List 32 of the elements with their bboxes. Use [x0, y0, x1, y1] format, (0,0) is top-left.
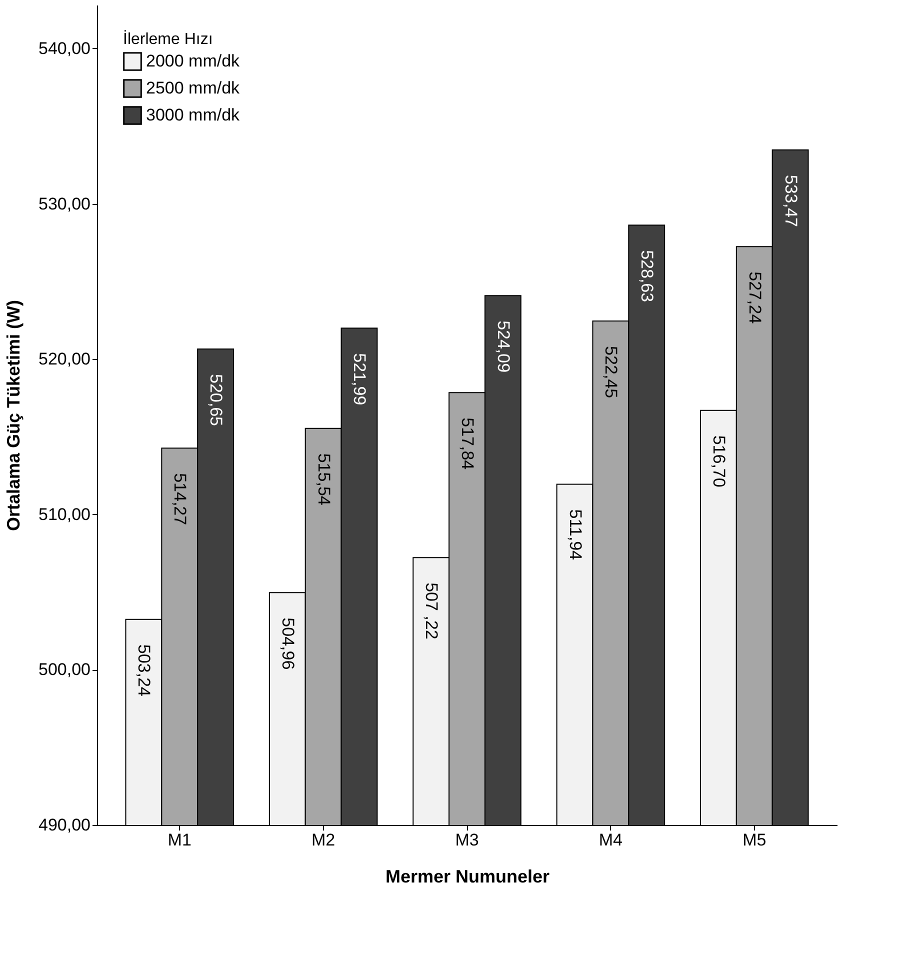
x-tick-label: M2	[312, 830, 336, 850]
data-label: 521,99	[350, 353, 370, 406]
x-tick-label: M1	[168, 830, 192, 850]
data-label: 517,84	[458, 418, 477, 470]
y-tick-label: 510,00	[38, 504, 90, 524]
data-label: 527,24	[745, 272, 764, 324]
data-label: 503,24	[134, 644, 154, 696]
y-tick-label: 500,00	[38, 660, 90, 680]
data-label: 520,65	[206, 374, 226, 426]
data-label: 528,63	[638, 250, 657, 302]
data-label: 524,09	[494, 320, 513, 373]
data-label: 507 ,22	[422, 582, 442, 640]
data-label: 511,94	[566, 509, 585, 560]
x-axis-title: Mermer Numuneler	[385, 866, 550, 886]
data-label: 515,54	[314, 453, 334, 506]
data-label: 514,27	[170, 473, 190, 526]
y-tick-label: 520,00	[38, 350, 90, 369]
legend-label: 2500 mm/dk	[146, 78, 240, 98]
data-label: 504,96	[278, 618, 298, 670]
y-tick-label: 540,00	[38, 38, 90, 58]
data-label: 516,70	[709, 435, 728, 488]
x-tick-label: M3	[455, 830, 479, 850]
y-tick-label: 530,00	[38, 194, 90, 214]
x-tick-label: M4	[598, 830, 622, 850]
x-tick-label: M5	[742, 830, 766, 850]
legend-label: 3000 mm/dk	[146, 106, 240, 124]
y-tick-label: 490,00	[38, 816, 90, 834]
legend-label: 2000 mm/dk	[146, 52, 240, 70]
y-axis-title: Ortalama Güç Tüketimi (W)	[4, 300, 24, 532]
data-label: 533,47	[781, 174, 800, 227]
legend-title: İlerleme Hızı	[123, 30, 213, 48]
data-label: 522,45	[602, 346, 621, 398]
